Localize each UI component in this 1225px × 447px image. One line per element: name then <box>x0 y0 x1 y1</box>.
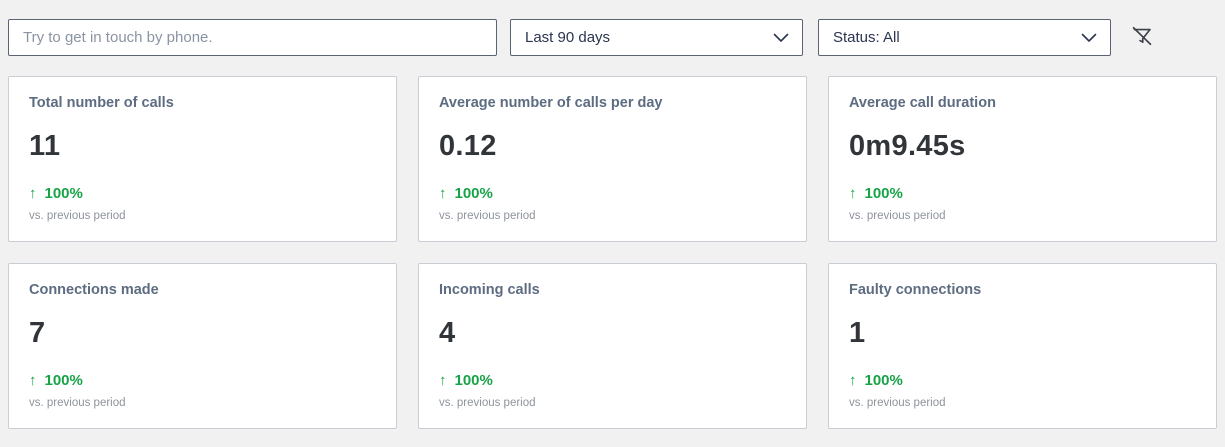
stat-card-avg-call-duration: Average call duration 0m9.45s ↑ 100% vs.… <box>828 76 1217 242</box>
status-value: Status: All <box>833 29 900 46</box>
trend-indicator: ↑ 100% <box>29 185 376 202</box>
comparison-label: vs. previous period <box>849 397 946 409</box>
stat-card-faulty-connections: Faulty connections 1 ↑ 100% vs. previous… <box>828 263 1217 429</box>
comparison-label: vs. previous period <box>29 397 126 409</box>
up-arrow-icon: ↑ <box>29 185 37 202</box>
card-value: 4 <box>439 317 456 349</box>
up-arrow-icon: ↑ <box>439 372 447 389</box>
trend-indicator: ↑ 100% <box>849 185 1196 202</box>
trend-percent: 100% <box>44 185 83 202</box>
status-dropdown[interactable]: Status: All <box>818 19 1111 56</box>
card-title: Incoming calls <box>439 282 540 298</box>
trend-percent: 100% <box>864 185 903 202</box>
stat-card-total-calls: Total number of calls 11 ↑ 100% vs. prev… <box>8 76 397 242</box>
stat-card-incoming-calls: Incoming calls 4 ↑ 100% vs. previous per… <box>418 263 807 429</box>
trend-indicator: ↑ 100% <box>439 372 786 389</box>
trend-percent: 100% <box>454 185 493 202</box>
filter-off-icon <box>1129 23 1155 52</box>
card-value: 0m9.45s <box>849 130 966 162</box>
card-title: Average number of calls per day <box>439 95 663 111</box>
card-value: 7 <box>29 317 46 349</box>
up-arrow-icon: ↑ <box>29 372 37 389</box>
trend-indicator: ↑ 100% <box>439 185 786 202</box>
comparison-label: vs. previous period <box>29 210 126 222</box>
card-value: 1 <box>849 317 866 349</box>
card-title: Faulty connections <box>849 282 982 298</box>
trend-indicator: ↑ 100% <box>29 372 376 389</box>
search-input[interactable] <box>8 19 497 56</box>
up-arrow-icon: ↑ <box>849 185 857 202</box>
up-arrow-icon: ↑ <box>439 185 447 202</box>
date-range-value: Last 90 days <box>525 29 611 46</box>
chevron-down-icon <box>773 33 789 43</box>
trend-percent: 100% <box>44 372 83 389</box>
trend-percent: 100% <box>454 372 493 389</box>
trend-indicator: ↑ 100% <box>849 372 1196 389</box>
filters-bar: Last 90 days Status: All <box>8 19 1217 56</box>
comparison-label: vs. previous period <box>439 397 536 409</box>
clear-filter-button[interactable] <box>1128 24 1156 52</box>
comparison-label: vs. previous period <box>439 210 536 222</box>
stats-grid: Total number of calls 11 ↑ 100% vs. prev… <box>8 76 1217 429</box>
chevron-down-icon <box>1081 33 1097 43</box>
card-title: Total number of calls <box>29 95 174 111</box>
card-value: 0.12 <box>439 130 497 162</box>
stat-card-avg-calls-per-day: Average number of calls per day 0.12 ↑ 1… <box>418 76 807 242</box>
date-range-dropdown[interactable]: Last 90 days <box>510 19 803 56</box>
trend-percent: 100% <box>864 372 903 389</box>
up-arrow-icon: ↑ <box>849 372 857 389</box>
stat-card-connections-made: Connections made 7 ↑ 100% vs. previous p… <box>8 263 397 429</box>
card-value: 11 <box>29 130 61 162</box>
card-title: Average call duration <box>849 95 996 111</box>
card-title: Connections made <box>29 282 159 298</box>
comparison-label: vs. previous period <box>849 210 946 222</box>
